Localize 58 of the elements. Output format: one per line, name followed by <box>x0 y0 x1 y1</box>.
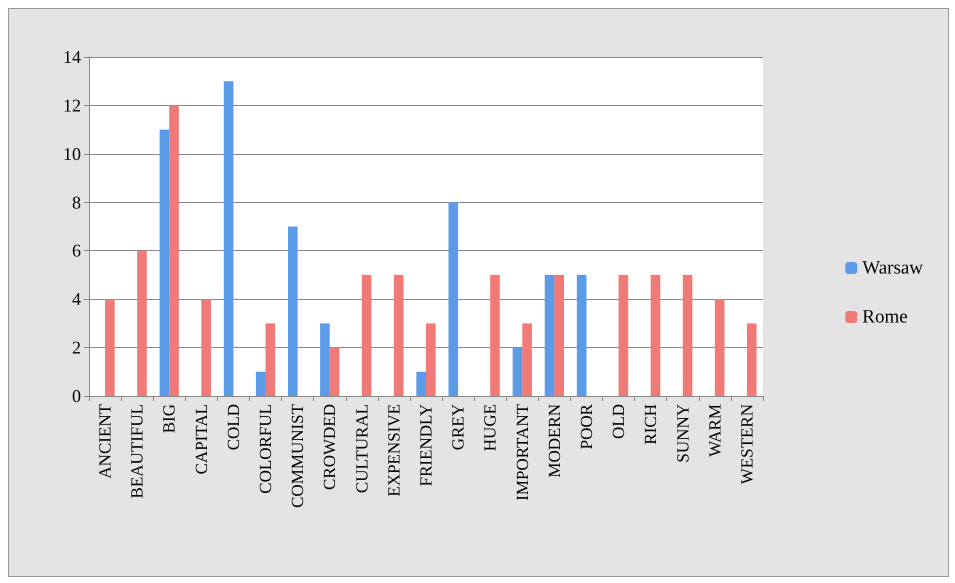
bar <box>650 274 660 396</box>
bar <box>554 274 564 396</box>
bar <box>448 202 458 396</box>
bar <box>201 299 211 396</box>
x-tick-label: BEAUTIFUL <box>128 404 147 498</box>
bar <box>105 299 115 396</box>
bar <box>426 323 436 396</box>
bar <box>362 274 372 396</box>
bar <box>522 323 532 396</box>
bar <box>137 250 147 396</box>
x-tick-label: OLD <box>609 404 628 439</box>
legend-label: Warsaw <box>862 258 924 278</box>
x-tick-label: EXPENSIVE <box>384 404 404 497</box>
bar <box>416 372 426 396</box>
x-tick-label: CULTURAL <box>352 404 372 494</box>
x-tick-label: FRIENDLY <box>416 404 436 486</box>
x-tick-label: MODERN <box>544 404 564 478</box>
x-tick-label: CROWDED <box>320 404 340 490</box>
y-tick-label: 4 <box>72 289 81 310</box>
y-tick-label: 12 <box>63 95 81 116</box>
bar <box>330 348 340 396</box>
y-tick-label: 0 <box>72 386 81 406</box>
x-tick-label: POOR <box>576 403 596 450</box>
bar <box>576 274 586 396</box>
y-tick-label: 2 <box>72 338 81 358</box>
bar <box>714 299 724 396</box>
x-tick-label: WESTERN <box>737 404 756 484</box>
bar <box>544 274 554 396</box>
x-tick-label: RICH <box>641 404 660 445</box>
x-tick-label: GREY <box>448 404 468 450</box>
x-tick-label: CAPITAL <box>192 404 211 474</box>
x-tick-label: BIG <box>160 404 179 434</box>
x-tick-label: IMPORTANT <box>512 403 532 501</box>
x-tick-label: HUGE <box>480 404 500 452</box>
x-tick-label: ANCIENT <box>96 403 115 479</box>
y-tick-label: 14 <box>63 47 81 67</box>
x-tick-label: COLORFUL <box>256 404 276 494</box>
y-tick-label: 8 <box>72 192 81 212</box>
bar <box>256 372 266 396</box>
bar <box>618 274 628 396</box>
bar <box>682 274 692 396</box>
bar <box>169 105 179 396</box>
y-tick-label: 10 <box>63 144 81 164</box>
bar <box>746 323 757 396</box>
bar <box>320 323 330 396</box>
x-tick-label: COMMUNIST <box>288 403 308 508</box>
bar <box>266 323 276 396</box>
bar <box>394 274 404 396</box>
bar <box>490 274 500 396</box>
x-tick-label: COLD <box>224 404 243 450</box>
legend-label: Rome <box>862 306 908 328</box>
x-tick-label: WARM <box>705 404 724 457</box>
y-tick-label: 6 <box>72 240 81 261</box>
bar <box>288 226 298 396</box>
bar <box>512 348 522 396</box>
bar <box>160 130 170 396</box>
x-tick-label: SUNNY <box>673 404 692 463</box>
bar <box>224 81 234 396</box>
